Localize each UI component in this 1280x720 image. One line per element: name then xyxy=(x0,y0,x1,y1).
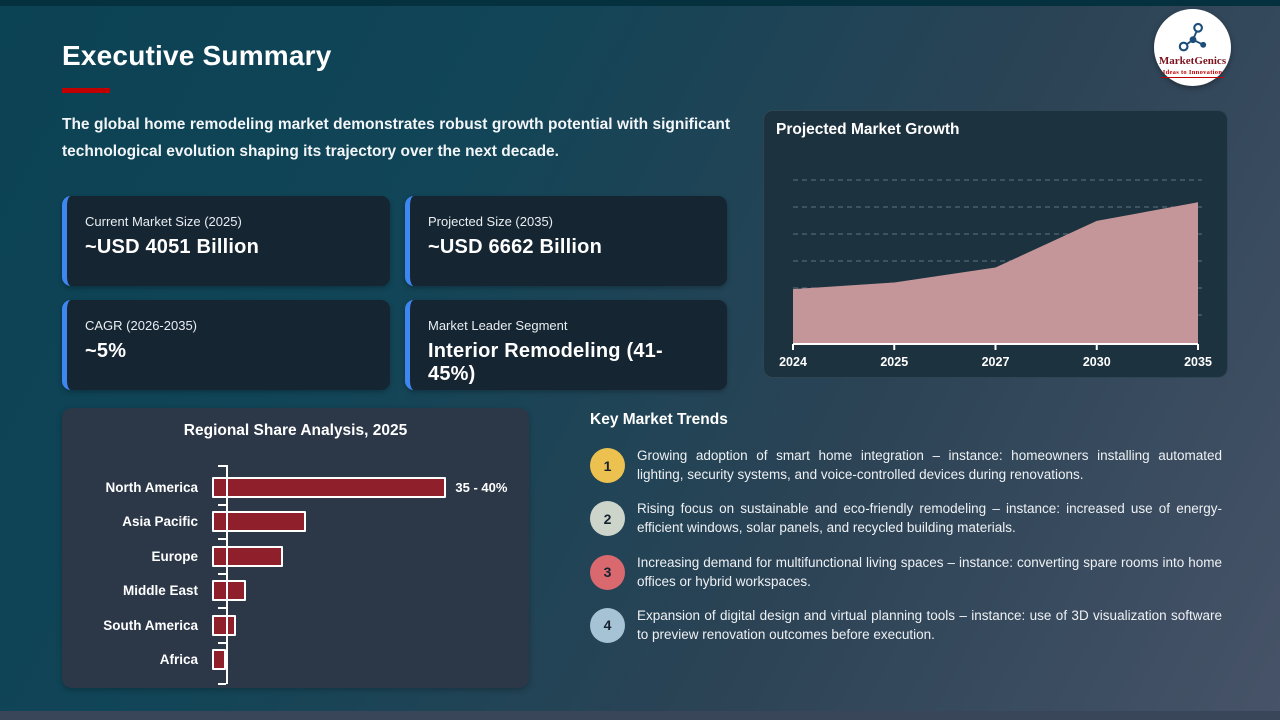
stat-card-cagr: CAGR (2026-2035) ~5% xyxy=(62,300,390,390)
trend-text: Growing adoption of smart home integrati… xyxy=(637,448,1222,483)
molecule-icon xyxy=(1178,23,1206,52)
bar-chart-axis xyxy=(226,465,228,684)
svg-text:2024: 2024 xyxy=(779,355,807,369)
axis-tick xyxy=(218,538,226,540)
svg-text:2035: 2035 xyxy=(1184,355,1212,369)
trend-item-1: 1 Growing adoption of smart home integra… xyxy=(590,446,1222,484)
bar xyxy=(212,649,226,671)
stat-cards: Current Market Size (2025) ~USD 4051 Bil… xyxy=(62,196,727,390)
trend-item-4: 4 Expansion of digital design and virtua… xyxy=(590,606,1222,644)
title-underline-accent xyxy=(62,88,110,93)
bar xyxy=(212,580,246,602)
trend-text: Expansion of digital design and virtual … xyxy=(637,607,1222,643)
bar-category-label: South America xyxy=(103,617,198,633)
regional-bar-chart: North America 35 - 40% Asia Pacific Euro… xyxy=(76,465,519,685)
stat-card-value: ~USD 6662 Billion xyxy=(428,236,603,258)
trend-text: Increasing demand for multifunctional li… xyxy=(637,554,1222,589)
stat-card-label: Current Market Size (2025) xyxy=(85,214,242,229)
stat-card-market-leader-segment: Market Leader Segment Interior Remodelin… xyxy=(405,300,727,390)
trend-item-2: 2 Rising focus on sustainable and eco-fr… xyxy=(590,499,1222,537)
axis-tick xyxy=(218,465,226,467)
svg-text:2030: 2030 xyxy=(1083,355,1111,369)
bar-row-asia-pacific: Asia Pacific xyxy=(76,505,519,540)
svg-text:2025: 2025 xyxy=(880,355,908,369)
top-strip xyxy=(0,0,1280,6)
key-market-trends: Key Market Trends 1 Growing adoption of … xyxy=(590,411,1222,659)
bar-row-middle-east: Middle East xyxy=(76,574,519,609)
trend-number-badge: 1 xyxy=(590,448,625,483)
bar-category-label: North America xyxy=(105,479,198,495)
axis-tick xyxy=(218,683,226,685)
trend-text: Rising focus on sustainable and eco-frie… xyxy=(637,501,1222,536)
stat-card-label: Market Leader Segment xyxy=(428,318,568,333)
intro-text: The global home remodeling market demons… xyxy=(62,116,730,160)
bar-category-label: Africa xyxy=(159,652,198,668)
projected-market-growth-panel: 2024 2025 2027 2030 2035 Projected Market Gr… xyxy=(763,110,1228,378)
bar-track: 35 - 40% xyxy=(212,475,519,499)
bar-row-europe: Europe xyxy=(76,539,519,574)
stat-card-label: Projected Size (2035) xyxy=(428,214,554,229)
growth-area-chart: 2024 2025 2027 2030 2035 xyxy=(779,179,1212,369)
regional-share-panel: Regional Share Analysis, 2025 North Amer… xyxy=(62,408,529,688)
bar-track xyxy=(212,648,519,672)
stat-card-label: CAGR (2026-2035) xyxy=(85,318,197,333)
svg-text:2027: 2027 xyxy=(982,355,1010,369)
bar-track xyxy=(212,613,519,637)
axis-tick xyxy=(218,641,226,644)
stat-card-value: ~USD 4051 Billion xyxy=(85,236,260,258)
growth-chart-title: Projected Market Growth xyxy=(776,121,960,138)
bar-category-label: Europe xyxy=(151,548,198,564)
bar-track xyxy=(212,510,519,534)
page-title: Executive Summary xyxy=(62,40,332,71)
bar xyxy=(212,511,306,533)
bar-category-label: Middle East xyxy=(122,583,198,599)
bar-row-africa: Africa xyxy=(76,643,519,678)
axis-tick xyxy=(218,607,226,609)
stat-card-projected-size: Projected Size (2035) ~USD 6662 Billion xyxy=(405,196,727,286)
bar xyxy=(212,545,283,567)
bar-category-label: Asia Pacific xyxy=(122,514,198,530)
bar xyxy=(212,614,236,636)
logo-name: MarketGenics xyxy=(1158,55,1227,68)
bar-track xyxy=(212,579,519,603)
bar-track xyxy=(212,544,519,568)
axis-tick xyxy=(218,572,226,575)
bar xyxy=(212,476,447,498)
axis-tick xyxy=(218,503,226,506)
regional-chart-title: Regional Share Analysis, 2025 xyxy=(183,422,408,439)
stat-card-value: ~5% xyxy=(85,340,127,362)
bottom-strip xyxy=(0,711,1280,720)
trend-item-3: 3 Increasing demand for multifunctional … xyxy=(590,553,1222,591)
logo-tagline: Ideas to Innovation xyxy=(1160,68,1225,78)
trend-number-badge: 3 xyxy=(590,554,625,590)
logo: MarketGenics Ideas to Innovation xyxy=(1154,9,1231,86)
stat-card-current-market-size: Current Market Size (2025) ~USD 4051 Bil… xyxy=(62,196,390,286)
bar-value-label: 35 - 40% xyxy=(455,479,508,495)
trend-number-badge: 4 xyxy=(590,607,625,643)
trend-number-badge: 2 xyxy=(590,501,625,537)
stat-card-value: Interior Remodeling (41-45%) xyxy=(428,340,663,385)
bar-row-north-america: North America 35 - 40% xyxy=(76,470,519,505)
trends-title: Key Market Trends xyxy=(590,411,728,428)
bar-row-south-america: South America xyxy=(76,608,519,643)
